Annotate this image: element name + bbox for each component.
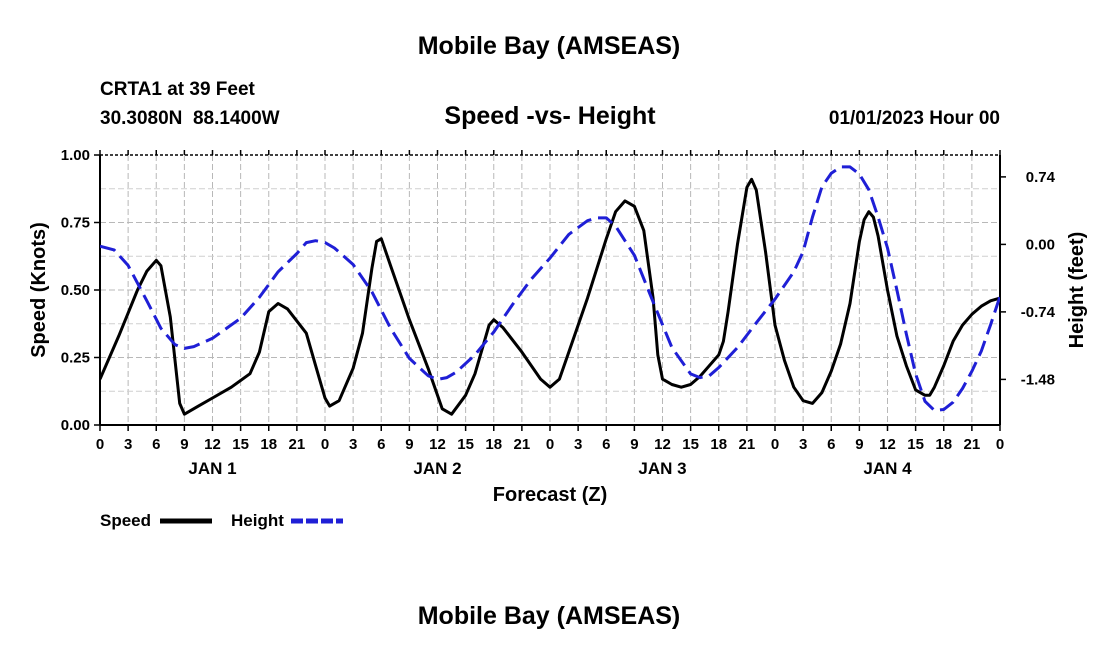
y-right-tick-label: -1.48 <box>1021 371 1055 388</box>
x-tick-label: 21 <box>739 436 756 453</box>
x-tick-label: 6 <box>827 436 835 453</box>
page-title: Mobile Bay (AMSEAS) <box>418 32 681 60</box>
y-right-tick-label: -0.74 <box>1021 304 1056 321</box>
x-tick-label: 21 <box>514 436 531 453</box>
x-tick-label: 9 <box>630 436 638 453</box>
y-left-tick-label: 0.25 <box>61 350 90 367</box>
y-right-tick-label: 0.00 <box>1026 236 1055 253</box>
x-tick-label: 21 <box>289 436 306 453</box>
x-tick-label: 18 <box>935 436 952 453</box>
x-tick-label: 6 <box>602 436 610 453</box>
x-tick-label: 18 <box>485 436 502 453</box>
chart-title: Speed -vs- Height <box>444 102 656 130</box>
x-tick-label: 3 <box>124 436 132 453</box>
y-left-tick-label: 0.00 <box>61 417 90 434</box>
x-tick-label: 18 <box>710 436 727 453</box>
x-tick-label: 0 <box>546 436 554 453</box>
speed-series-line <box>100 177 1000 416</box>
x-tick-label: 0 <box>96 436 104 453</box>
y-left-tick-label: 1.00 <box>61 147 90 164</box>
x-tick-label: 9 <box>180 436 188 453</box>
x-tick-label: 21 <box>964 436 981 453</box>
y-left-tick-label: 0.75 <box>61 215 90 232</box>
y-left-tick-label: 0.50 <box>61 282 90 299</box>
grid <box>100 155 1000 425</box>
axes: 0 3 6 9 12 15 18 21 0 3 6 9 12 15 18 21 0 3 6 9 12 15 18 21 0 3 6 9… <box>61 147 1056 478</box>
coordinates-label: 30.3080N 88.1400W <box>100 108 280 129</box>
x-tick-label: 15 <box>232 436 249 453</box>
x-tick-label: 15 <box>682 436 699 453</box>
x-tick-label: 0 <box>996 436 1004 453</box>
x-tick-label: 3 <box>574 436 582 453</box>
legend-height-label: Height <box>231 511 284 530</box>
x-tick-label: 12 <box>204 436 221 453</box>
station-label: CRTA1 at 39 Feet <box>100 79 256 100</box>
legend-speed-label: Speed <box>100 511 151 530</box>
x-tick-label: 6 <box>152 436 160 453</box>
x-tick-label: 3 <box>349 436 357 453</box>
x-tick-label: 9 <box>855 436 863 453</box>
x-tick-label: 18 <box>260 436 277 453</box>
y-axis-left-label: Speed (Knots) <box>28 222 50 358</box>
height-series-line <box>100 165 1000 412</box>
legend: Speed Height <box>100 511 343 530</box>
y-axis-right-label: Height (feet) <box>1066 232 1088 349</box>
x-tick-label: 9 <box>405 436 413 453</box>
x-axis-label: Forecast (Z) <box>493 484 607 506</box>
x-tick-label: 12 <box>654 436 671 453</box>
x-tick-label: 6 <box>377 436 385 453</box>
day-label: JAN 3 <box>638 459 686 478</box>
x-tick-label: 15 <box>907 436 924 453</box>
footer-title: Mobile Bay (AMSEAS) <box>418 602 681 630</box>
series <box>100 165 1000 416</box>
x-tick-label: 15 <box>457 436 474 453</box>
x-tick-label: 3 <box>799 436 807 453</box>
day-label: JAN 2 <box>413 459 461 478</box>
x-tick-label: 12 <box>879 436 896 453</box>
x-tick-label: 0 <box>321 436 329 453</box>
y-right-tick-label: 0.74 <box>1026 169 1056 186</box>
datetime-label: 01/01/2023 Hour 00 <box>829 108 1000 129</box>
x-tick-label: 12 <box>429 436 446 453</box>
x-tick-label: 0 <box>771 436 779 453</box>
day-label: JAN 4 <box>863 459 912 478</box>
day-label: JAN 1 <box>188 459 236 478</box>
